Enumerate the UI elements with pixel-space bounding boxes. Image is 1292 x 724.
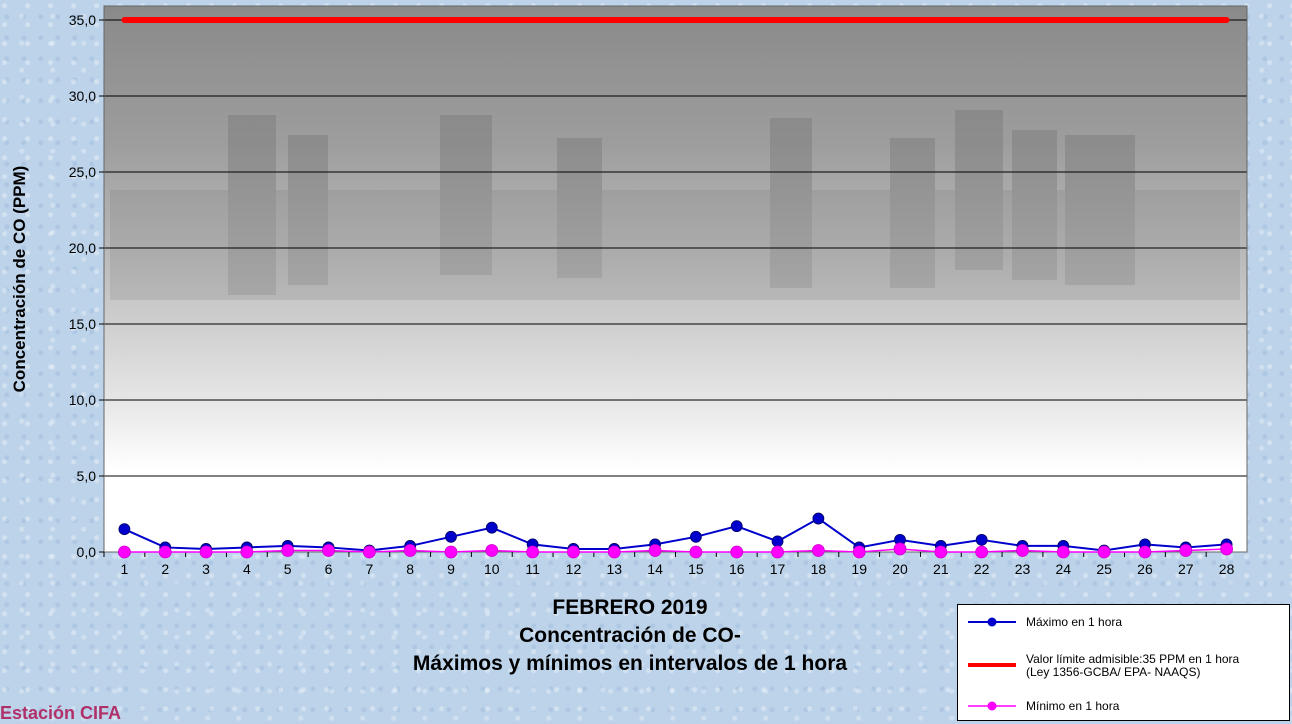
x-tick-label: 21 [933, 561, 949, 577]
point-min [362, 545, 376, 559]
y-tick-label: 5,0 [77, 468, 97, 484]
x-tick-label: 8 [406, 561, 414, 577]
y-tick-label: 25,0 [69, 164, 96, 180]
y-tick-label: 30,0 [69, 88, 96, 104]
x-tick-label: 5 [284, 561, 292, 577]
point-min [240, 545, 254, 559]
series-layer [118, 17, 1233, 559]
x-tick-label: 23 [1015, 561, 1031, 577]
x-tick-label: 15 [688, 561, 704, 577]
legend-label-limit-2: (Ley 1356-GCBA/ EPA- NAAQS) [1026, 665, 1201, 679]
x-tick-label: 7 [365, 561, 373, 577]
point-max [690, 530, 702, 543]
point-min [526, 545, 540, 559]
y-tick-label: 20,0 [69, 240, 96, 256]
x-tick-label: 9 [447, 561, 455, 577]
y-tick-label: 10,0 [69, 392, 96, 408]
point-min [1179, 544, 1193, 557]
x-tick-label: 28 [1219, 561, 1235, 577]
point-max [975, 533, 988, 546]
x-tick-label: 25 [1096, 561, 1112, 577]
station-label: Estación CIFA [0, 703, 122, 723]
point-min [811, 544, 825, 557]
series-line-max [124, 517, 1227, 552]
x-tick-label: 13 [606, 561, 622, 577]
x-tick-label: 19 [851, 561, 867, 577]
point-max [730, 520, 743, 533]
chart-title-line-1: FEBRERO 2019 [552, 596, 708, 619]
point-min [322, 544, 335, 557]
point-min [567, 545, 580, 559]
x-tick-label: 26 [1137, 561, 1153, 577]
x-tick-label: 24 [1056, 561, 1072, 577]
x-tick-label: 16 [729, 561, 745, 577]
chart-title-line-2: Concentración de CO- [519, 624, 741, 647]
x-tick-label: 2 [161, 561, 169, 577]
point-min [1138, 545, 1152, 559]
legend-label-limit-1: Valor límite admisible:35 PPM en 1 hora [1026, 652, 1240, 666]
point-min [158, 545, 172, 559]
x-tick-label: 14 [647, 561, 663, 577]
x-tick-label: 27 [1178, 561, 1194, 577]
x-tick-label: 1 [121, 561, 129, 577]
point-min [403, 544, 417, 557]
point-min [1016, 544, 1029, 557]
x-tick-label: 12 [566, 561, 582, 577]
x-axis-ticks: 1 2 3 4 5 6 7 8 9 10 11 12 13 14 15 16 17 18 19 20 21 22 23 24 2… [103, 552, 1235, 577]
chart-title-line-3: Máximos y mínimos en intervalos de 1 hor… [412, 652, 848, 675]
point-max [445, 530, 457, 543]
legend-label-min: Mínimo en 1 hora [1026, 699, 1120, 713]
point-min [934, 545, 948, 559]
x-tick-label: 11 [525, 561, 540, 577]
point-max [771, 535, 784, 548]
point-min [444, 545, 458, 559]
point-max [485, 521, 498, 534]
point-min [118, 545, 131, 559]
point-max [118, 523, 131, 536]
y-axis-ticks: 0,0 5,0 10,0 15,0 20,0 25,0 30,0 35,0 [69, 12, 104, 560]
series-2 [118, 542, 1233, 559]
point-min [199, 545, 213, 559]
y-axis-label: Concentración de CO (PPM) [10, 166, 29, 393]
x-tick-label: 18 [811, 561, 827, 577]
x-tick-label: 20 [892, 561, 908, 577]
legend-label-max: Máximo en 1 hora [1026, 615, 1123, 629]
point-min [648, 544, 662, 557]
point-min [730, 545, 744, 559]
chart-title: FEBRERO 2019 Concentración de CO- Máximo… [330, 594, 930, 678]
point-min [689, 545, 703, 559]
point-min [771, 545, 784, 559]
x-tick-label: 6 [325, 561, 333, 577]
legend-swatch-limit [968, 663, 1016, 667]
point-min [607, 545, 621, 559]
x-tick-label: 10 [484, 561, 500, 577]
legend: Máximo en 1 hora Valor límite admisible:… [957, 604, 1290, 721]
city-skyline-image [110, 110, 1240, 300]
point-min [1220, 542, 1233, 556]
point-min [975, 545, 989, 559]
x-tick-label: 17 [770, 561, 786, 577]
legend-swatch-min [968, 701, 1016, 711]
y-tick-label: 15,0 [69, 316, 96, 332]
point-min [485, 544, 499, 557]
y-tick-label: 0,0 [77, 544, 97, 560]
point-min [1097, 545, 1111, 559]
plot-background [104, 6, 1247, 552]
legend-swatch-max [968, 617, 1016, 627]
point-min [1056, 545, 1070, 559]
y-tick-label: 35,0 [69, 12, 96, 28]
series-line-min [124, 548, 1227, 553]
x-tick-label: 22 [974, 561, 990, 577]
x-tick-label: 4 [243, 561, 251, 577]
point-min [281, 544, 295, 557]
point-max [812, 512, 825, 525]
x-tick-label: 3 [202, 561, 210, 577]
point-min [852, 545, 866, 559]
point-min [893, 542, 907, 556]
